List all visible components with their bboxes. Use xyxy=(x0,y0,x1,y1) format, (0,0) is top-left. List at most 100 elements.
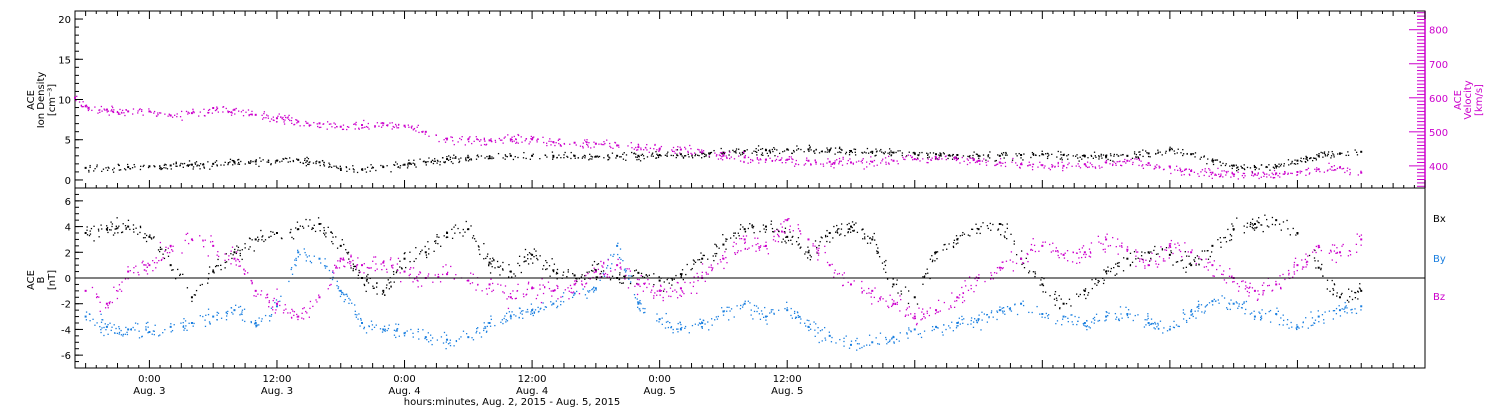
bz-sample xyxy=(1318,246,1321,249)
by-sample xyxy=(1197,300,1200,302)
density-sample xyxy=(1077,157,1079,159)
by-sample xyxy=(920,336,923,339)
velocity-sample xyxy=(587,146,589,148)
by-sample xyxy=(428,341,430,343)
bz-sample xyxy=(1042,241,1044,243)
bx-sample xyxy=(471,237,474,239)
bz-sample xyxy=(1044,241,1047,243)
velocity-sample xyxy=(490,138,492,140)
by-sample xyxy=(1061,324,1063,326)
bx-sample xyxy=(1206,250,1208,252)
by-sample xyxy=(1119,306,1122,308)
bz-sample xyxy=(690,292,693,294)
velocity-sample xyxy=(149,110,151,113)
by-sample xyxy=(824,326,826,329)
velocity-sample xyxy=(132,108,135,110)
bz-sample xyxy=(419,272,422,274)
bx-sample xyxy=(1133,251,1136,253)
bz-sample xyxy=(1038,250,1040,252)
bx-sample xyxy=(729,237,732,239)
bx-point xyxy=(339,244,342,247)
bz-sample xyxy=(1278,283,1281,285)
by-sample xyxy=(887,341,889,343)
bz-sample xyxy=(210,235,212,237)
bx-sample xyxy=(1096,284,1098,286)
by-sample xyxy=(714,319,716,321)
density-sample xyxy=(108,167,110,169)
density-sample xyxy=(361,168,364,170)
velocity-sample xyxy=(1140,160,1142,162)
by-sample xyxy=(582,288,584,290)
bx-point xyxy=(403,257,406,260)
by-point xyxy=(807,325,810,328)
by-sample xyxy=(490,315,492,317)
velocity-sample xyxy=(569,143,571,145)
bx-sample xyxy=(90,227,93,230)
velocity-sample xyxy=(1089,162,1092,164)
bz-point xyxy=(573,283,576,286)
density-sample xyxy=(1206,163,1208,165)
velocity-sample xyxy=(283,121,285,123)
density-sample xyxy=(1116,153,1118,156)
density-sample xyxy=(1318,156,1320,158)
by-sample xyxy=(636,298,638,300)
bx-sample xyxy=(363,284,366,287)
bx-sample xyxy=(527,263,530,265)
bx-point xyxy=(1062,302,1065,305)
velocity-sample xyxy=(1177,169,1179,172)
bz-sample xyxy=(266,296,269,299)
bx-sample xyxy=(528,252,531,254)
by-sample xyxy=(1197,310,1199,312)
bz-sample xyxy=(682,291,684,293)
bx-point xyxy=(382,289,385,292)
bx-sample xyxy=(395,271,398,274)
by-sample xyxy=(957,321,960,323)
bx-sample xyxy=(262,235,264,237)
bz-sample xyxy=(746,248,749,250)
density-sample xyxy=(901,154,903,157)
velocity-sample xyxy=(530,138,532,140)
bz-sample xyxy=(329,284,331,287)
velocity-point xyxy=(509,138,512,141)
bx-sample xyxy=(1332,287,1334,290)
velocity-sample xyxy=(793,165,796,167)
velocity-point xyxy=(339,125,342,128)
density-sample xyxy=(638,158,640,161)
velocity-sample xyxy=(216,106,218,108)
bz-sample xyxy=(347,261,349,264)
bx-sample xyxy=(594,268,596,271)
bz-sample xyxy=(659,290,662,292)
bx-sample xyxy=(1282,221,1285,223)
bx-sample xyxy=(365,290,367,293)
density-sample xyxy=(1316,154,1318,156)
bz-point xyxy=(1083,251,1086,254)
by-sample xyxy=(1031,311,1033,314)
velocity-sample xyxy=(969,157,971,159)
velocity-sample xyxy=(1054,166,1056,168)
bz-sample xyxy=(1002,261,1004,263)
bx-sample xyxy=(366,280,368,282)
density-sample xyxy=(1105,154,1107,157)
density-sample xyxy=(651,153,653,156)
bz-point xyxy=(1126,248,1129,251)
bx-sample xyxy=(535,250,537,252)
bz-sample xyxy=(789,225,791,227)
velocity-sample xyxy=(985,164,988,166)
velocity-point xyxy=(467,138,470,141)
bx-sample xyxy=(1055,297,1058,299)
density-sample xyxy=(808,150,810,153)
velocity-sample xyxy=(550,144,552,146)
velocity-sample xyxy=(1220,173,1222,175)
bz-sample xyxy=(527,281,530,283)
density-sample xyxy=(623,152,625,154)
bx-point xyxy=(318,223,321,225)
bx-sample xyxy=(1172,264,1174,266)
bx-sample xyxy=(376,293,378,295)
velocity-point xyxy=(701,151,704,154)
bx-sample xyxy=(715,252,718,255)
bx-sample xyxy=(435,242,437,244)
by-sample xyxy=(1156,326,1158,328)
density-sample xyxy=(1084,156,1086,158)
bx-sample xyxy=(908,290,910,292)
density-sample xyxy=(312,162,315,164)
